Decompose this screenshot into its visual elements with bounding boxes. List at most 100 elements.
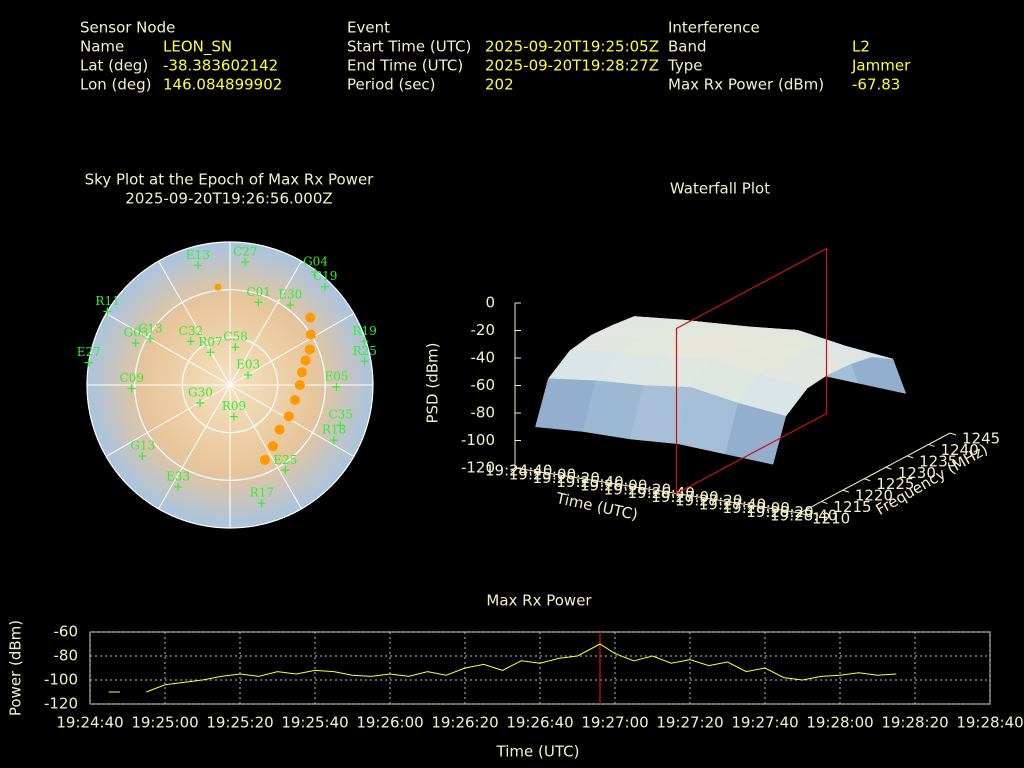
sat-label: C58 — [223, 330, 247, 344]
y-tick — [864, 478, 871, 482]
y-tick-label: 1240 — [941, 441, 979, 459]
sat-label: G13 — [130, 438, 155, 452]
y-tick-label: -100 — [44, 671, 78, 689]
y-axis — [799, 432, 951, 514]
x-tick-label: 19:26:40 — [506, 714, 573, 732]
sky-spoke — [105, 384, 231, 457]
track-point — [305, 329, 316, 340]
header-value: -38.383602142 — [163, 57, 278, 75]
header-title: Sensor Node — [80, 19, 175, 37]
sat-mark — [146, 334, 155, 343]
z-tick-label: -80 — [471, 404, 496, 422]
x-tick-label: 19:28:00 — [806, 714, 873, 732]
sat-label: E13 — [186, 248, 210, 262]
y-tick — [885, 466, 892, 470]
header-value: L2 — [852, 38, 870, 56]
x-tick — [581, 478, 587, 484]
sat-mark — [286, 301, 295, 310]
y-tick-label: -60 — [54, 623, 79, 641]
sat-label: R17 — [250, 486, 274, 500]
sat-label: C01 — [246, 285, 270, 299]
sat-mark — [127, 384, 136, 393]
x-tick — [795, 512, 801, 518]
sky-subtitle: 2025-09-20T19:26:56.000Z — [125, 190, 332, 208]
sat-mark — [174, 482, 183, 491]
track-point — [304, 344, 315, 355]
sat-label: C13 — [138, 321, 162, 335]
x-tick — [558, 475, 563, 480]
sat-mark — [254, 298, 263, 307]
sat-label: E27 — [77, 345, 101, 359]
x-tick — [605, 482, 611, 488]
sky-spoke — [229, 260, 302, 386]
sat-label: R19 — [352, 324, 376, 338]
y-tick — [821, 501, 828, 505]
sat-label: C19 — [313, 269, 337, 283]
sat-label: C27 — [233, 244, 257, 258]
sat-mark — [138, 451, 147, 460]
power-line — [108, 643, 897, 693]
sky-spoke — [105, 313, 231, 386]
x-tick-label: 19:26:20 — [431, 714, 498, 732]
track-point — [274, 424, 285, 435]
sat-mark — [311, 268, 320, 277]
x-tick-label: 19:28:40 — [770, 507, 837, 525]
x-tick — [510, 467, 516, 473]
sat-label: R09 — [222, 399, 246, 413]
header-value: -67.83 — [852, 76, 900, 94]
sat-mark — [193, 261, 202, 270]
sat-mark — [206, 348, 215, 357]
header-label: Name — [80, 38, 124, 56]
x-tick-label: 19:27:40 — [731, 714, 798, 732]
sat-mark — [241, 257, 250, 266]
track-point — [305, 312, 316, 323]
header-label: Lon (deg) — [80, 76, 152, 94]
x-tick — [748, 505, 753, 510]
header-title: Interference — [668, 19, 760, 37]
sat-mark — [336, 421, 345, 430]
header-label: End Time (UTC) — [347, 57, 463, 75]
sky-spoke — [229, 384, 355, 457]
sat-label: E33 — [166, 469, 190, 483]
y-axis-label: Power (dBm) — [7, 620, 25, 716]
header-label: Start Time (UTC) — [347, 38, 471, 56]
track-point — [267, 441, 278, 452]
sat-mark — [257, 499, 266, 508]
header-label: Lat (deg) — [80, 57, 148, 75]
sat-label: G03 — [124, 325, 149, 339]
sat-mark — [229, 412, 238, 421]
sat-mark — [186, 337, 195, 346]
sat-label: R25 — [353, 344, 377, 358]
track-point — [294, 380, 305, 390]
sat-mark — [84, 358, 93, 367]
sat-label: E25 — [273, 453, 297, 467]
header-title: Event — [347, 19, 390, 37]
z-tick-label: -20 — [471, 321, 496, 339]
z-tick-label: -120 — [461, 459, 495, 477]
z-tick-label: -60 — [471, 376, 496, 394]
sky-spoke — [229, 384, 302, 510]
header-label: Period (sec) — [347, 76, 436, 94]
header-label: Type — [667, 57, 702, 75]
header-value: LEON_SN — [163, 38, 232, 57]
sky-title: Sky Plot at the Epoch of Max Rx Power — [85, 171, 375, 189]
x-tick-label: 19:25:40 — [281, 714, 348, 732]
x-tick — [724, 501, 730, 507]
header-label: Max Rx Power (dBm) — [668, 76, 824, 94]
sat-mark — [103, 307, 112, 316]
x-tick-label: 19:24:40 — [56, 714, 123, 732]
x-tick — [629, 486, 635, 492]
y-tick-label: -120 — [44, 695, 78, 713]
sat-mark — [329, 436, 338, 445]
sat-label: G30 — [188, 386, 213, 400]
x-tick — [534, 471, 540, 477]
sat-mark — [360, 337, 369, 346]
y-tick — [906, 455, 914, 459]
y-tick-label: 1230 — [898, 464, 936, 482]
x-tick-label: 19:27:20 — [656, 714, 723, 732]
sky-spoke — [158, 260, 231, 386]
header-label: Band — [668, 38, 707, 56]
y-tick-label: 1225 — [876, 475, 914, 493]
